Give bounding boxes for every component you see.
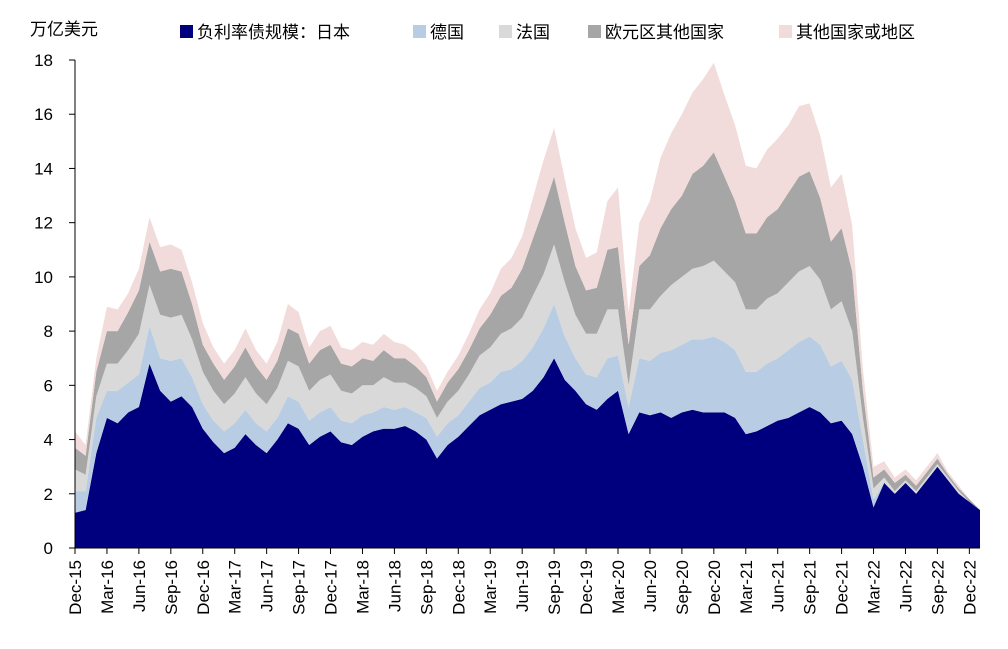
x-tick-label: Jun-16: [130, 560, 149, 612]
x-tick-label: Sep-22: [928, 560, 947, 615]
y-tick-label: 12: [34, 214, 53, 233]
legend-label: 法国: [516, 23, 550, 43]
area-series-5: [75, 62, 980, 510]
x-tick-label: Dec-19: [577, 560, 596, 615]
x-tick-label: Jun-18: [385, 560, 404, 612]
area-series-4: [75, 152, 980, 510]
x-tick-label: Mar-21: [737, 560, 756, 614]
x-tick-label: Sep-21: [801, 560, 820, 615]
y-tick-label: 0: [44, 539, 53, 558]
legend-label: 欧元区其他国家: [605, 23, 724, 43]
x-tick-label: Dec-17: [322, 560, 341, 615]
x-tick-label: Dec-20: [705, 560, 724, 615]
legend-label: 其他国家或地区: [796, 23, 915, 43]
x-tick-label: Sep-17: [290, 560, 309, 615]
x-tick-label: Jun-22: [897, 560, 916, 612]
y-tick-layer: 0 2 4 6 8 10 12 14 16 18: [34, 51, 75, 558]
legend: 负利率债规模：日本 德国 法国 欧元区其他国家 其他国家或地区: [180, 23, 915, 43]
x-tick-label: Sep-18: [417, 560, 436, 615]
x-tick-label: Dec-21: [833, 560, 852, 615]
y-tick-label: 10: [34, 268, 53, 287]
x-tick-label: Jun-21: [769, 560, 788, 612]
y-tick-label: 4: [44, 431, 53, 450]
y-tick-label: 2: [44, 485, 53, 504]
x-tick-label: Dec-18: [449, 560, 468, 615]
x-tick-label: Jun-20: [641, 560, 660, 612]
x-tick-label: Sep-20: [673, 560, 692, 615]
area-series-3: [75, 244, 980, 510]
y-unit-label: 万亿美元: [30, 20, 98, 40]
x-tick-label: Sep-16: [162, 560, 181, 615]
legend-swatch: [413, 25, 426, 38]
x-tick-label: Sep-19: [545, 560, 564, 615]
x-tick-label: Dec-15: [66, 560, 85, 615]
y-tick-label: 18: [34, 51, 53, 70]
area-series-layer: [75, 62, 980, 548]
x-tick-label: Mar-17: [226, 560, 245, 614]
legend-swatch: [499, 25, 512, 38]
axes-layer: [74, 60, 980, 549]
y-tick-label: 14: [34, 159, 53, 178]
legend-label: 负利率债规模：日本: [197, 23, 350, 43]
x-tick-label: Mar-20: [609, 560, 628, 614]
x-tick-layer: Dec-15 Mar-16 Jun-16 Sep-16 Dec-16 Mar-17 Jun-…: [66, 548, 979, 615]
area-series-2: [75, 304, 980, 513]
x-tick-label: Mar-22: [865, 560, 884, 614]
y-tick-label: 16: [34, 105, 53, 124]
y-tick-label: 6: [44, 376, 53, 395]
x-tick-label: Jun-17: [258, 560, 277, 612]
legend-swatch: [180, 25, 193, 38]
x-tick-label: Mar-16: [98, 560, 117, 614]
x-tick-label: Dec-22: [960, 560, 979, 615]
x-tick-label: Mar-19: [481, 560, 500, 614]
legend-swatch: [588, 25, 601, 38]
x-tick-label: Dec-16: [194, 560, 213, 615]
y-tick-label: 8: [44, 322, 53, 341]
x-tick-label: Jun-19: [513, 560, 532, 612]
x-tick-label: Mar-18: [354, 560, 373, 614]
legend-swatch: [779, 25, 792, 38]
area-series-1: [75, 358, 980, 548]
legend-label: 德国: [430, 23, 464, 43]
